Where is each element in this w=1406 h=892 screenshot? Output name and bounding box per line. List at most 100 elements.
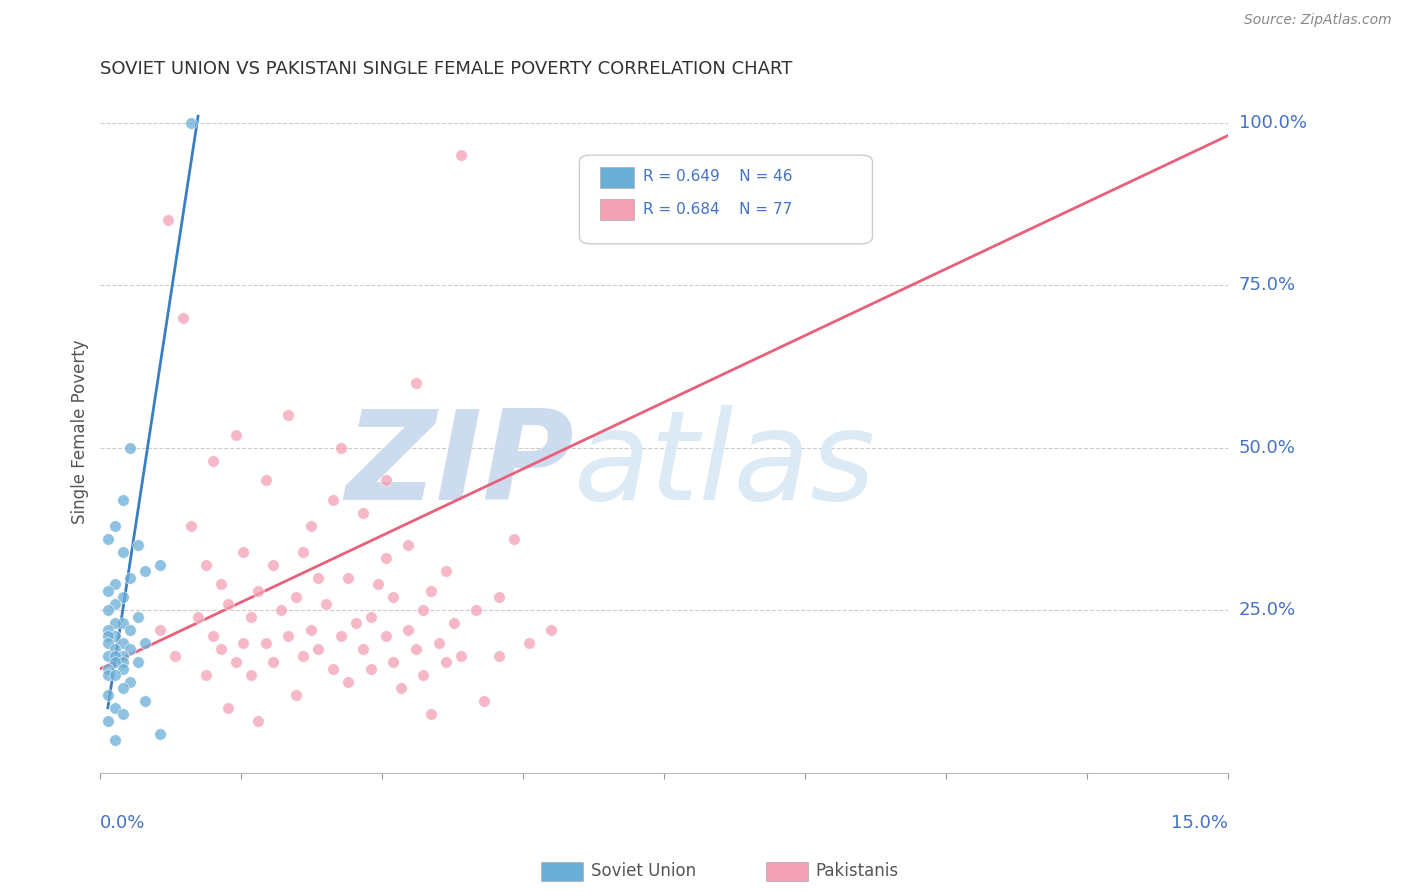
Point (134, 636, 156, 650)
Point (111, 545, 134, 559)
Point (111, 492, 134, 507)
Point (97, 603, 120, 617)
Point (398, 538, 420, 552)
Point (180, 518, 202, 533)
Point (97, 532, 120, 546)
Point (270, 603, 292, 617)
Text: 100.0%: 100.0% (1239, 114, 1306, 132)
Point (134, 694, 156, 708)
Point (111, 616, 134, 631)
Point (352, 506, 374, 520)
Point (111, 636, 134, 650)
Point (202, 629, 225, 643)
Point (104, 700, 127, 714)
Point (149, 623, 172, 637)
Text: SOVIET UNION VS PAKISTANI SINGLE FEMALE POVERTY CORRELATION CHART: SOVIET UNION VS PAKISTANI SINGLE FEMALE … (100, 60, 793, 78)
Point (104, 733, 127, 747)
Point (398, 623, 420, 637)
Point (315, 597, 337, 611)
Point (97, 714, 120, 728)
Point (97, 636, 120, 650)
Point (337, 674, 360, 689)
Point (156, 213, 179, 227)
Text: 50.0%: 50.0% (1239, 439, 1295, 457)
Point (127, 609, 149, 624)
Point (352, 642, 374, 657)
Point (540, 623, 562, 637)
Point (307, 571, 329, 585)
Point (472, 694, 495, 708)
Text: R = 0.684    N = 77: R = 0.684 N = 77 (643, 202, 792, 217)
Point (172, 310, 194, 325)
Bar (600, 200, 634, 220)
Point (134, 564, 156, 578)
Point (434, 655, 457, 669)
Point (111, 591, 134, 605)
Point (120, 441, 142, 455)
Point (97, 629, 120, 643)
Point (443, 616, 465, 631)
Point (209, 577, 232, 591)
Point (104, 597, 127, 611)
Point (104, 655, 127, 669)
Point (450, 148, 472, 162)
Point (104, 629, 127, 643)
Point (247, 583, 270, 598)
Y-axis label: Single Female Poverty: Single Female Poverty (72, 339, 89, 524)
Point (111, 648, 134, 663)
Point (149, 558, 172, 572)
Text: 15.0%: 15.0% (1171, 814, 1227, 832)
Point (104, 642, 127, 657)
Point (488, 591, 510, 605)
Point (97, 662, 120, 676)
Point (97, 623, 120, 637)
Point (277, 629, 299, 643)
Point (104, 668, 127, 682)
Point (262, 558, 284, 572)
Point (254, 636, 277, 650)
Point (420, 583, 443, 598)
Point (277, 409, 299, 423)
Point (217, 700, 239, 714)
Point (284, 591, 307, 605)
Point (337, 571, 360, 585)
Point (217, 597, 239, 611)
Point (120, 642, 142, 657)
Point (111, 707, 134, 722)
Point (262, 655, 284, 669)
Point (120, 571, 142, 585)
Point (284, 688, 307, 702)
Point (127, 655, 149, 669)
Point (202, 454, 225, 468)
Point (180, 116, 202, 130)
Text: 0.0%: 0.0% (100, 814, 146, 832)
Point (412, 668, 434, 682)
Point (374, 473, 396, 487)
Point (517, 636, 540, 650)
Point (194, 558, 217, 572)
FancyBboxPatch shape (579, 155, 873, 244)
Point (111, 662, 134, 676)
Point (329, 441, 352, 455)
Point (405, 642, 427, 657)
Point (502, 532, 524, 546)
Point (450, 648, 472, 663)
Point (382, 655, 405, 669)
Point (434, 564, 457, 578)
Text: R = 0.649    N = 46: R = 0.649 N = 46 (643, 169, 792, 185)
Text: Soviet Union: Soviet Union (591, 863, 696, 880)
Point (187, 609, 209, 624)
Point (239, 609, 262, 624)
Point (367, 577, 389, 591)
Point (104, 648, 127, 663)
Bar (600, 168, 634, 188)
Text: Pakistanis: Pakistanis (815, 863, 898, 880)
Point (149, 727, 172, 741)
Point (97, 688, 120, 702)
Point (374, 629, 396, 643)
Point (120, 623, 142, 637)
Point (299, 518, 322, 533)
Point (412, 603, 434, 617)
Point (194, 668, 217, 682)
Text: atlas: atlas (574, 405, 876, 526)
